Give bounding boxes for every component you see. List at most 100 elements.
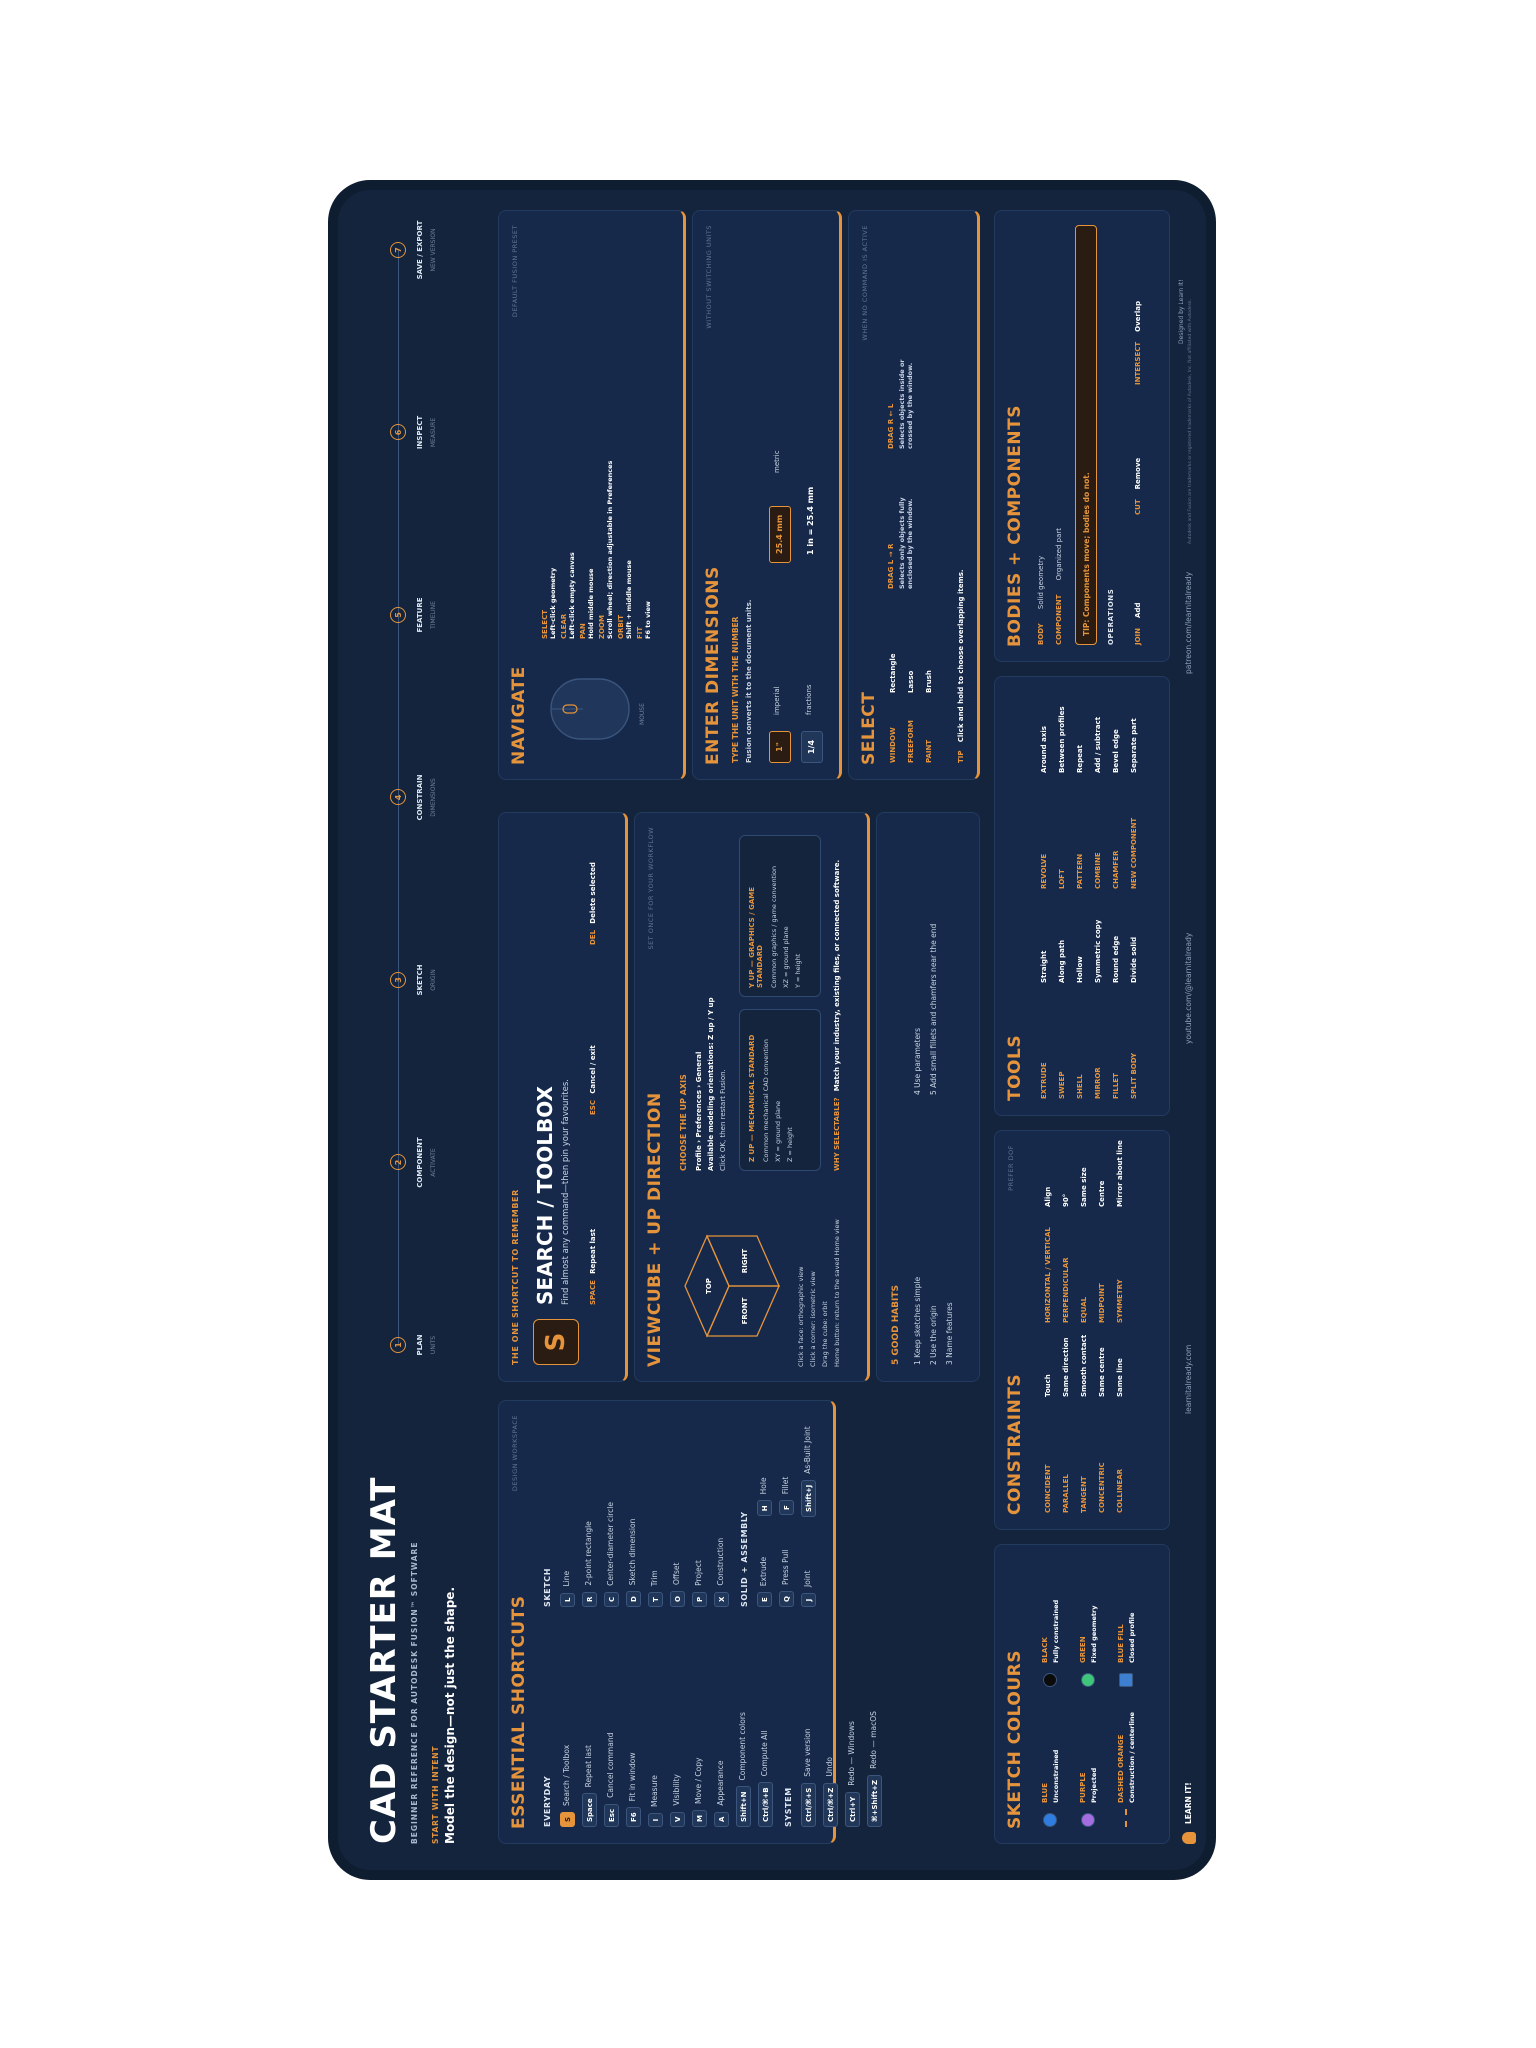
item-desc: Bevel edge — [1112, 729, 1120, 773]
shortcut-system-row: Ctrl/⌘+S Save version — [797, 1627, 819, 1827]
key-badge: L — [559, 1592, 575, 1607]
mouse-label: MOUSE — [639, 703, 646, 725]
drag-lr-card: DRAG L → R Selects only objects fully en… — [887, 469, 947, 589]
shortcut-everyday-row: Space Repeat last — [578, 1627, 600, 1827]
search-title: SEARCH / TOOLBOX — [533, 1086, 557, 1305]
step-sublabel: DIMENSIONS — [430, 778, 437, 817]
key-badge: F6 — [625, 1807, 641, 1827]
item-desc: Symmetric copy — [1094, 919, 1102, 983]
key-badge: ⌘+Shift+Z — [866, 1774, 882, 1827]
key-badge: M — [691, 1810, 707, 1827]
dimension-value-2: 1 in = 25.4 mm — [806, 486, 815, 555]
shortcut-sketch-row: C Center-diameter circle — [600, 1407, 622, 1607]
step-number: 4 — [390, 789, 406, 806]
drag-lr-title: DRAG L → R — [887, 543, 895, 589]
shortcut-label: Appearance — [716, 1760, 725, 1806]
key-badge: Ctrl+Y — [844, 1791, 860, 1827]
table-row: COINCIDENT Touch — [1039, 1329, 1057, 1513]
table-row: REVOLVE Around axis — [1035, 700, 1053, 889]
select-title: SELECT — [859, 691, 879, 765]
habit-item: 5 Add small fillets and chamfers near th… — [929, 923, 938, 1095]
intent-text: Model the design—not just the shape. — [443, 1587, 457, 1844]
colour-swatch-icon — [1081, 1673, 1095, 1687]
operation-name: CUT — [1134, 499, 1142, 515]
viewcube-note: Home button: return to the saved Home vi… — [833, 1219, 841, 1367]
y-up-card: Y UP — GRAPHICS / GAME STANDARD Common g… — [739, 835, 821, 997]
navigate-item-desc: Left-click geometry — [549, 567, 557, 639]
shortcut-solid-row: Q Press Pull F Fillet — [775, 1407, 797, 1607]
navigate-item-desc: Hold middle mouse — [587, 568, 595, 639]
site-link[interactable]: learnitalready.com — [1184, 1344, 1193, 1414]
habits-title: 5 GOOD HABITS — [891, 1284, 901, 1365]
shortcut-label: Component colors — [738, 1712, 747, 1781]
table-row: NEW COMPONENT Separate part — [1125, 700, 1143, 889]
bodies-title: BODIES + COMPONENTS — [1005, 405, 1025, 647]
cad-starter-mat: CAD STARTER MAT BEGINNER REFERENCE FOR A… — [328, 180, 1216, 1880]
sketch-colour-item: GREEN Fixed geometry — [1077, 1551, 1111, 1687]
viewcube-panel: VIEWCUBE + UP DIRECTION SET ONCE FOR YOU… — [634, 812, 870, 1382]
step-sublabel: NEW VERSION — [430, 228, 437, 272]
step-label: CONSTRAIN — [416, 774, 424, 821]
shortcut-label: Search / Toolbox — [562, 1744, 571, 1806]
table-row: SHELL Hollow — [1071, 914, 1089, 1099]
shortcut-everyday-row: A Appearance — [710, 1627, 732, 1827]
item-desc: Same direction — [1062, 1337, 1070, 1397]
colour-desc: Projected — [1090, 1767, 1098, 1803]
item-name: TANGENT — [1080, 1476, 1088, 1513]
dimension-value: 1/4 — [801, 731, 823, 763]
sketch-colour-item: BLACK Fully constrained — [1039, 1551, 1073, 1687]
shortcut-system-row: Ctrl+Y Redo — Windows — [841, 1627, 863, 1827]
key-badge: Q — [778, 1591, 794, 1607]
item-name: NEW COMPONENT — [1130, 817, 1138, 889]
key-badge: R — [581, 1591, 597, 1607]
z-up-line: XY = ground plane — [774, 1100, 782, 1162]
select-mode-name: WINDOW — [889, 727, 897, 763]
dimension-label: imperial — [773, 686, 781, 715]
item-name: REVOLVE — [1040, 853, 1048, 889]
patreon-link[interactable]: patreon.com/learnitalready — [1184, 571, 1193, 674]
table-row: COMBINE Add / subtract — [1089, 700, 1107, 889]
item-desc: Round edge — [1112, 935, 1120, 983]
cube-front-label: FRONT — [741, 1297, 749, 1324]
dimensions-heading: TYPE THE UNIT WITH THE NUMBER — [731, 616, 740, 763]
select-mode-name: PAINT — [925, 739, 933, 763]
table-row: FILLET Round edge — [1107, 914, 1125, 1099]
cube-top-label: TOP — [705, 1278, 713, 1294]
del-key: DEL — [589, 929, 597, 945]
shortcut-sketch-row: T Trim — [644, 1407, 666, 1607]
drag-rl-card: DRAG R ← L Selects objects inside or cro… — [887, 329, 947, 449]
shortcut-label: Offset — [672, 1562, 681, 1586]
habits-panel: 5 GOOD HABITS 1 Keep sketches simple 2 Us… — [876, 812, 980, 1382]
colour-desc: Construction / centerline — [1128, 1712, 1136, 1803]
y-up-line: XZ = ground plane — [782, 926, 790, 988]
everyday-heading: EVERYDAY — [543, 1775, 552, 1827]
key-badge: X — [713, 1591, 729, 1607]
item-desc: Mirror about line — [1116, 1140, 1124, 1207]
navigate-item: FIT F6 to view — [636, 219, 652, 639]
item-name: EXTRUDE — [1040, 1062, 1048, 1099]
bodies-tip: TIP: Components move; bodies do not. — [1075, 225, 1097, 645]
shortcut-everyday-row: M Move / Copy — [688, 1627, 710, 1827]
shortcut-label: Center-diameter circle — [606, 1502, 615, 1586]
shortcut-label: Redo — macOS — [869, 1711, 878, 1769]
item-desc: Touch — [1044, 1374, 1052, 1397]
constraints-tag: PREFER DOF — [1007, 1145, 1015, 1191]
step-label: SKETCH — [416, 964, 424, 996]
habit-item: 3 Name features — [945, 1302, 954, 1365]
z-up-line: Z = height — [786, 1127, 794, 1162]
key-badge: Shift+J — [800, 1479, 816, 1517]
item-desc: Repeat — [1076, 745, 1084, 773]
constraints-title: CONSTRAINTS — [1005, 1373, 1025, 1515]
youtube-link[interactable]: youtube.com/@learnitalready — [1184, 932, 1193, 1044]
footer: LEARN IT! learnitalready.com youtube.com… — [1178, 204, 1204, 1844]
shortcut-label: Measure — [650, 1775, 659, 1807]
search-toolbox-panel: THE ONE SHORTCUT TO REMEMBER S SEARCH / … — [498, 812, 628, 1382]
step-number: 3 — [390, 972, 406, 988]
mouse-icon — [550, 678, 630, 740]
navigate-item-name: ORBIT — [617, 614, 625, 639]
dimension-label-2: metric — [773, 450, 781, 473]
table-row: PATTERN Repeat — [1071, 700, 1089, 889]
key-badge: S — [559, 1811, 575, 1827]
navigate-tag: DEFAULT FUSION PRESET — [511, 225, 519, 318]
key-badge: D — [625, 1591, 641, 1607]
